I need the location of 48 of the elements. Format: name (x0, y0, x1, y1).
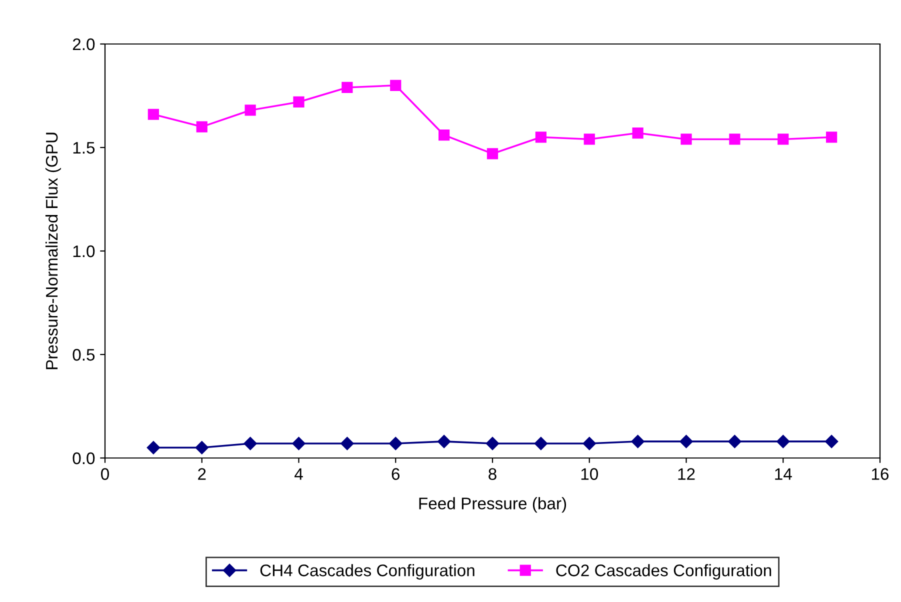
point (728, 434, 742, 448)
point (146, 441, 160, 454)
point (535, 132, 546, 143)
point (582, 436, 596, 450)
point (584, 134, 595, 145)
y-tick-label: 0.0 (72, 452, 95, 464)
point (776, 434, 790, 448)
point (632, 127, 644, 139)
y-tick-label: 1.5 (73, 142, 95, 154)
y-tick-label: 0.5 (72, 348, 95, 361)
point (292, 436, 306, 450)
point (244, 104, 256, 116)
point (389, 436, 402, 450)
y-axis-title: Pressure-Normalized Flux (GPU (45, 132, 61, 370)
point (340, 436, 354, 450)
point (729, 134, 740, 145)
point (680, 134, 692, 145)
point (631, 434, 644, 448)
point (293, 96, 304, 108)
point (826, 132, 838, 143)
x-tick-label: 0 (101, 468, 109, 480)
x-tick-label: 14 (775, 468, 792, 480)
point (680, 434, 693, 448)
x-axis-title: Feed Pressure (bar) (419, 497, 566, 513)
point (824, 434, 838, 448)
legend-label: CO2 Cascades Configuration (556, 564, 772, 580)
point (778, 134, 789, 145)
x-tick-label: 2 (198, 468, 206, 480)
point (196, 121, 208, 132)
point (534, 436, 548, 450)
point (390, 80, 402, 91)
x-tick-label: 12 (678, 468, 695, 480)
point (486, 436, 500, 450)
point (486, 148, 498, 160)
x-tick-label: 6 (392, 468, 400, 480)
x-tick-label: 4 (294, 468, 303, 480)
point (244, 436, 257, 450)
point (342, 82, 353, 94)
legend-label: CH4 Cascades Configuration (260, 564, 474, 580)
x-tick-label: 10 (581, 468, 598, 480)
point (437, 434, 451, 448)
point (438, 130, 450, 141)
y-tick-label: 1.0 (73, 245, 95, 258)
y-tick-label: 2.0 (72, 38, 95, 50)
point (148, 108, 159, 120)
point (195, 441, 208, 454)
x-tick-label: 16 (872, 468, 889, 480)
x-tick-label: 8 (488, 468, 496, 480)
